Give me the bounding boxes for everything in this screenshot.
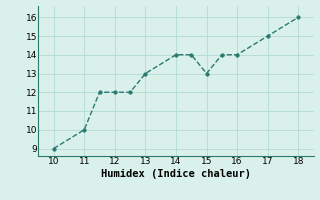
X-axis label: Humidex (Indice chaleur): Humidex (Indice chaleur) (101, 169, 251, 179)
